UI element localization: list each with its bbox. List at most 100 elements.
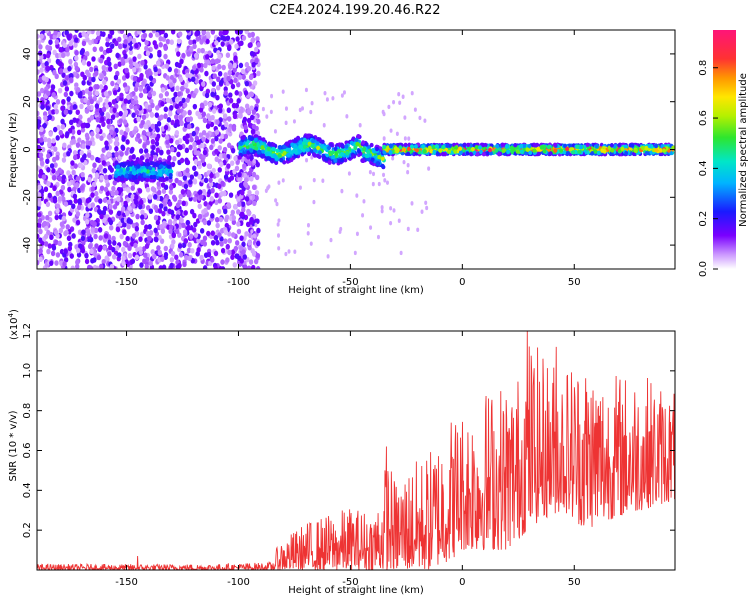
spectrogram-cell: [79, 149, 84, 156]
spectrogram-cell: [481, 152, 486, 157]
spectrogram-cell: [112, 240, 117, 246]
spectrogram-cell: [351, 154, 356, 159]
spectrogram-cell: [161, 188, 167, 195]
spectrogram-cell: [168, 184, 174, 191]
spectrogram-cell: [224, 216, 229, 223]
spectrogram-cell: [222, 113, 228, 119]
spectrogram-cell: [63, 230, 68, 237]
spectrogram-cell: [118, 110, 123, 117]
spectrogram-cell: [371, 181, 375, 187]
spectrogram-cell: [40, 104, 45, 110]
spectrogram-cell: [221, 64, 226, 71]
spectrogram-cell: [274, 160, 279, 165]
spectrogram-cell: [42, 220, 48, 227]
spectrogram-cell: [247, 32, 252, 38]
spectrogram-cell: [124, 150, 129, 156]
spectrogram-cell: [208, 181, 214, 188]
spectrogram-cell: [43, 115, 48, 121]
spectrogram-cell: [102, 79, 107, 86]
spectrogram-cell: [45, 158, 50, 165]
spectrogram-cell: [174, 97, 180, 103]
spectrogram-cell: [423, 118, 427, 123]
spectrogram-cell: [215, 222, 220, 229]
spectrogram-cell: [237, 171, 242, 178]
spectrogram-cell: [185, 97, 190, 103]
spectrogram-cell: [66, 33, 71, 40]
spectrogram-cell: [141, 114, 147, 121]
spectrogram-cell: [344, 144, 349, 149]
spectrogram-cell: [119, 168, 124, 173]
spectrogram-cell: [234, 90, 239, 96]
spectrogram-cell: [202, 117, 208, 124]
spectrogram-cell: [123, 98, 128, 104]
spectrogram-cell: [210, 138, 216, 144]
spectrogram-cell: [509, 145, 514, 151]
spectrogram-cell: [659, 151, 664, 157]
spectrogram-cell: [165, 38, 171, 45]
spectrogram-cell: [99, 185, 105, 192]
spectrogram-cell: [60, 124, 66, 130]
spectrogram-cell: [38, 256, 43, 263]
spectrogram-cell: [38, 152, 44, 158]
spectrogram-cell: [223, 229, 229, 236]
spectrogram-cell: [93, 38, 98, 45]
spectrogram-cell: [111, 185, 116, 192]
spectrogram-cell: [171, 194, 177, 201]
spectrogram-cell: [186, 189, 192, 196]
spectrogram-cell: [217, 145, 222, 151]
spectrogram-ytick-label: 20: [22, 95, 33, 108]
spectrogram-cell: [85, 51, 90, 57]
spectrogram-cell: [205, 132, 210, 139]
spectrogram-cell: [234, 102, 240, 109]
spectrogram-cell: [226, 107, 232, 114]
spectrogram-cell: [281, 178, 285, 183]
spectrogram-cell: [233, 55, 238, 61]
spectrogram-cell: [260, 149, 265, 154]
spectrogram-cell: [311, 138, 316, 144]
spectrogram-cell: [474, 145, 479, 150]
spectrogram-cell: [382, 150, 387, 155]
spectrogram-cell: [49, 163, 55, 169]
spectrogram-cell: [223, 174, 229, 180]
spectrogram-cell: [309, 109, 313, 115]
spectrogram-cell: [150, 123, 156, 130]
spectrogram-cell: [214, 192, 219, 199]
spectrogram-cell: [230, 160, 235, 166]
spectrogram-cell: [234, 165, 240, 172]
spectrogram-cell: [126, 223, 131, 230]
spectrogram-cell: [192, 178, 198, 184]
spectrogram-cell: [195, 30, 200, 36]
spectrogram-cell: [398, 100, 402, 105]
spectrogram-cell: [137, 188, 143, 194]
spectrogram-cell: [107, 251, 112, 257]
spectrogram-cell: [153, 66, 158, 73]
spectrogram-cell: [261, 106, 265, 112]
spectrogram-cell: [217, 70, 223, 77]
spectrogram-cell: [197, 203, 202, 210]
spectrogram-cell: [215, 94, 220, 101]
spectrogram-cell: [98, 84, 104, 90]
spectrogram-cell: [227, 69, 232, 76]
spectrogram-cell: [565, 146, 570, 152]
spectrogram-cell: [620, 146, 625, 152]
spectrogram-cell: [85, 212, 90, 218]
spectrogram-cell: [55, 208, 60, 214]
spectrogram-cell: [140, 119, 145, 126]
spectrogram-cell: [355, 193, 359, 198]
spectrogram-cell: [145, 204, 151, 211]
spectrogram-cell: [129, 103, 134, 110]
spectrogram-cell: [91, 181, 97, 188]
spectrogram-cell: [122, 119, 128, 125]
spectrogram-cell: [127, 245, 132, 252]
spectrogram-cell: [224, 169, 230, 176]
spectrogram-cell: [227, 231, 232, 237]
spectrogram-cell: [336, 148, 341, 154]
spectrogram-cell: [51, 138, 56, 144]
spectrogram-cell: [380, 156, 385, 161]
spectrogram-cell: [136, 30, 142, 35]
spectrogram-cell: [277, 145, 282, 150]
spectrogram-cell: [235, 240, 240, 246]
spectrogram-cell: [166, 160, 171, 165]
spectrogram-cell: [163, 251, 169, 258]
spectrogram-cell: [406, 163, 410, 168]
